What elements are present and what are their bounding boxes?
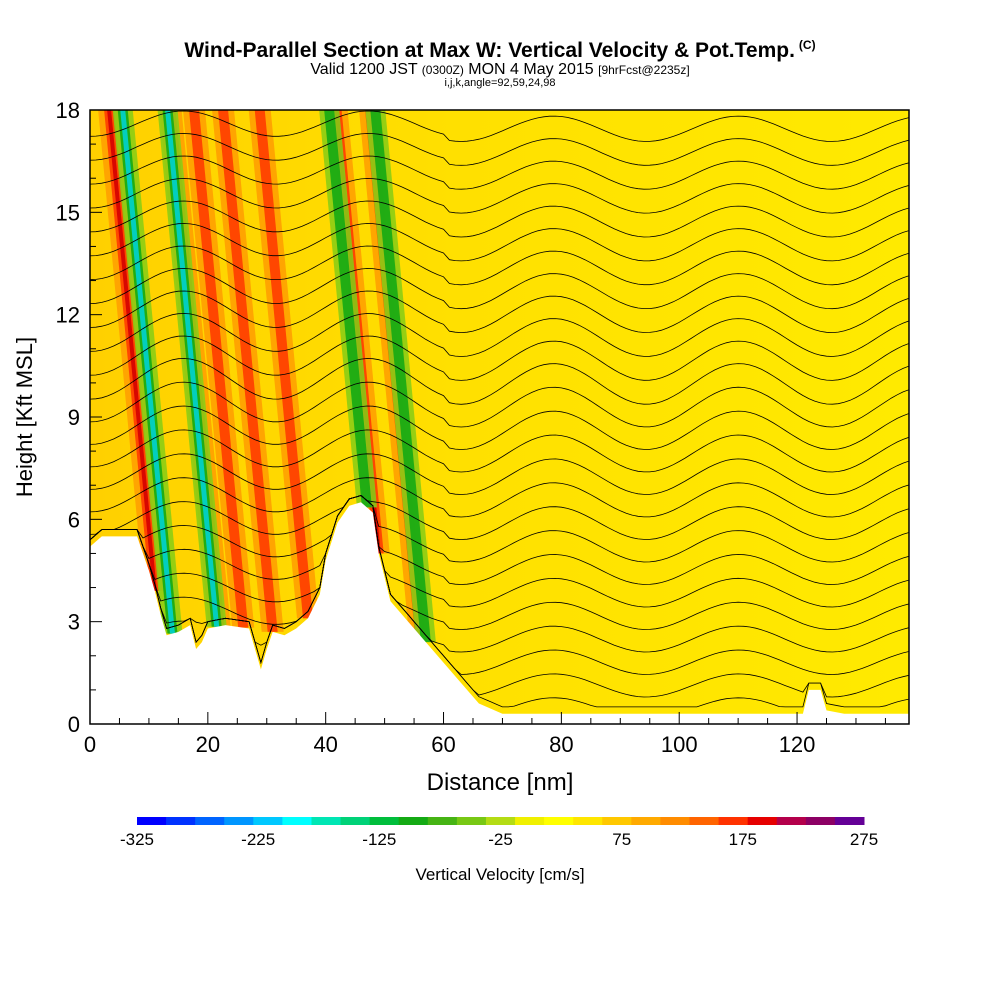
theta-contour — [90, 335, 909, 381]
theta-contours — [90, 110, 909, 708]
colorbar-label: Vertical Velocity [cm/s] — [415, 865, 584, 884]
colorbar-tick-label: -225 — [241, 830, 275, 849]
theta-contour — [90, 178, 909, 214]
y-tick-label: 3 — [68, 610, 80, 635]
colorbar-swatch — [224, 817, 254, 825]
colorbar-swatch — [834, 817, 865, 825]
theta-contour — [90, 429, 909, 473]
x-tick-label: 120 — [779, 732, 816, 757]
y-axis: 0 3 6 9 12 15 18 — [56, 98, 102, 737]
colorbar-tick-label: -325 — [120, 830, 154, 849]
chart-title: Wind-Parallel Section at Max W: Vertical… — [184, 38, 816, 62]
chart-subtitle: Valid 1200 JST (0300Z) MON 4 May 2015 [9… — [310, 61, 690, 78]
colorbar-swatch — [718, 817, 749, 825]
theta-contour — [90, 495, 909, 585]
colorbar-swatch — [805, 817, 836, 825]
colorbar-tick-label: -125 — [362, 830, 396, 849]
colorbar-swatch — [515, 817, 545, 825]
colorbar-tick-label: -25 — [488, 830, 513, 849]
colorbar-swatch — [689, 817, 720, 825]
theta-contour — [90, 405, 909, 450]
theta-contour — [90, 268, 909, 310]
y-tick-label: 12 — [56, 303, 80, 328]
colorbar-swatch — [282, 817, 312, 825]
colorbar-swatch — [747, 817, 778, 825]
y-tick-label: 9 — [68, 405, 80, 430]
y-axis-label: Height [Kft MSL] — [12, 337, 37, 497]
theta-contour — [90, 290, 909, 334]
theta-contour — [90, 133, 909, 166]
theta-contour — [90, 245, 909, 286]
x-tick-label: 0 — [84, 732, 96, 757]
colorbar-swatch — [602, 817, 632, 825]
downdraft-core — [165, 110, 220, 627]
velocity-bands — [98, 110, 436, 643]
colorbar-swatch — [776, 817, 807, 825]
y-tick-label: 18 — [56, 98, 80, 123]
grid-info: i,j,k,angle=92,59,24,98 — [444, 77, 556, 89]
theta-contour — [90, 110, 909, 142]
x-axis: 0 20 40 60 80 100 120 — [84, 712, 886, 757]
updraft-core — [107, 110, 157, 591]
colorbar-swatch — [573, 817, 603, 825]
colorbar-swatch — [369, 817, 400, 825]
colorbar-swatch — [660, 817, 691, 825]
colorbar-tick-label: 275 — [850, 830, 878, 849]
x-tick-label: 100 — [661, 732, 698, 757]
updraft-band — [254, 110, 314, 619]
theta-contour — [90, 453, 909, 495]
colorbar-swatch — [398, 817, 429, 825]
colorbar-swatch — [544, 817, 574, 825]
colorbar-swatch — [195, 817, 225, 825]
downdraft-band — [370, 110, 431, 643]
colorbar-swatch — [340, 817, 371, 825]
colorbar-swatch — [631, 817, 661, 825]
theta-contour — [90, 495, 909, 540]
x-tick-label: 40 — [313, 732, 337, 757]
colorbar-swatch — [166, 817, 196, 825]
y-tick-label: 6 — [68, 507, 80, 532]
colorbar-swatch — [137, 817, 167, 825]
x-tick-label: 60 — [431, 732, 455, 757]
colorbar-tick-label: 75 — [612, 830, 631, 849]
theta-contour — [90, 477, 909, 518]
colorbar-swatch — [427, 817, 458, 825]
theta-contour — [90, 200, 909, 238]
x-axis-label: Distance [nm] — [427, 769, 574, 796]
colorbar: -325 -225 -125 -25 75 175 275 — [120, 817, 878, 849]
theta-contour — [90, 381, 909, 428]
copyright-tag: (C) — [798, 38, 816, 52]
colorbar-swatch — [456, 817, 487, 825]
theta-contour — [90, 495, 909, 608]
terrain-mask — [90, 502, 909, 724]
colorbar-tick-label: 175 — [729, 830, 757, 849]
y-tick-label: 0 — [68, 712, 80, 737]
x-tick-label: 20 — [196, 732, 220, 757]
colorbar-swatch — [485, 817, 516, 825]
y-tick-label: 15 — [56, 200, 80, 225]
colorbar-swatch — [311, 817, 342, 825]
theta-contour — [90, 313, 909, 357]
x-tick-label: 80 — [549, 732, 573, 757]
colorbar-swatch — [253, 817, 283, 825]
theta-contour — [90, 223, 909, 262]
theta-contour — [90, 495, 909, 653]
theta-contour — [90, 495, 909, 630]
theta-contour — [90, 155, 909, 190]
updraft-band — [189, 110, 249, 628]
velocity-field — [90, 110, 909, 724]
updraft-band — [218, 110, 278, 632]
theta-contour — [90, 358, 909, 405]
theta-contour — [90, 495, 909, 563]
